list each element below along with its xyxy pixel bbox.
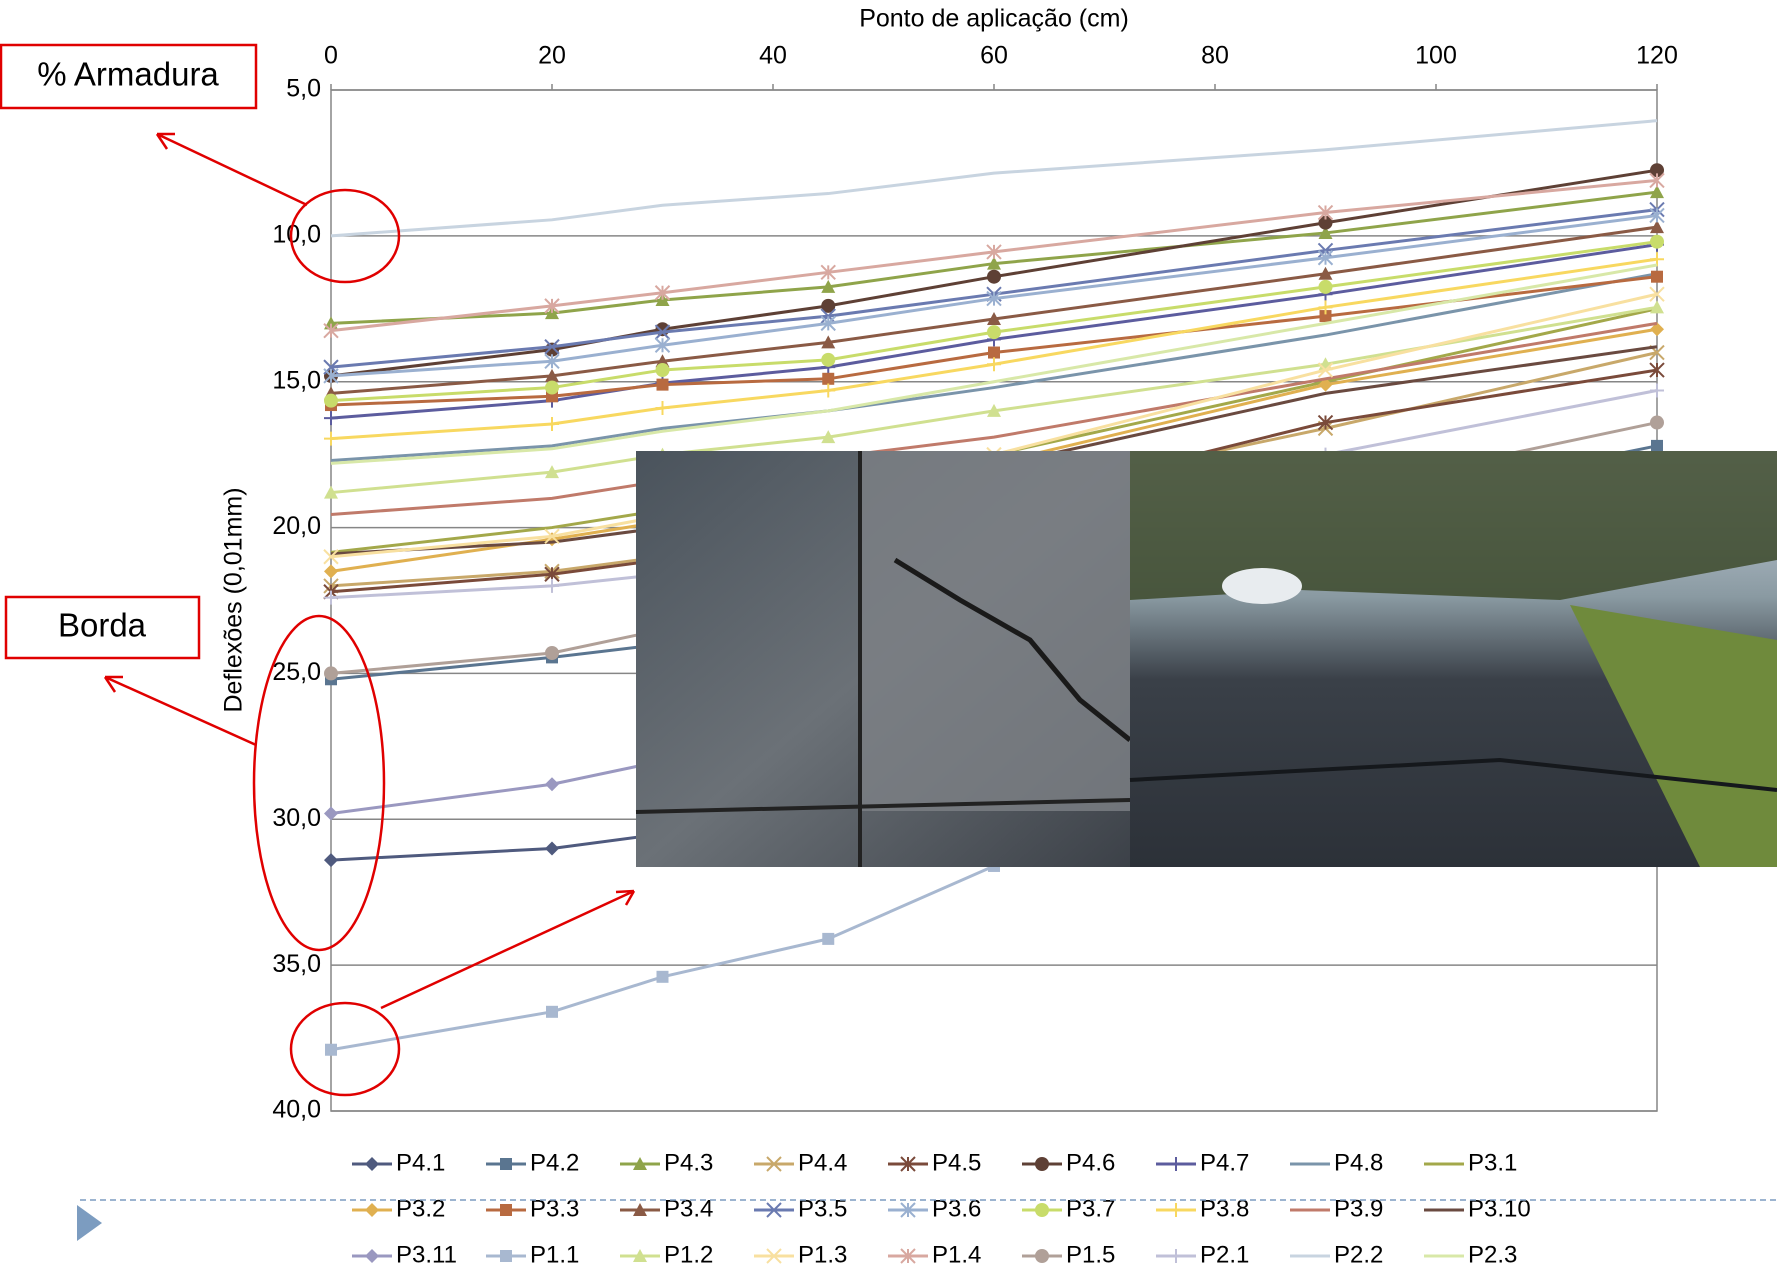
chart: 5,0 10,0 15,0 20,0 25,0 30,0 35,0 40,0 0 20 40 60 80… bbox=[0, 0, 1777, 1268]
marker bbox=[324, 432, 338, 446]
marker bbox=[657, 971, 669, 983]
marker bbox=[545, 646, 559, 660]
y-tick-label: 25,0 bbox=[272, 658, 321, 686]
highlight-ellipse bbox=[291, 1003, 399, 1095]
marker bbox=[324, 564, 338, 578]
marker bbox=[1650, 252, 1664, 266]
marker bbox=[365, 1249, 379, 1263]
y-tick-label: 20,0 bbox=[272, 512, 321, 540]
marker bbox=[500, 1158, 512, 1170]
marker bbox=[1169, 1249, 1183, 1263]
y-tick-label: 5,0 bbox=[286, 75, 321, 103]
marker bbox=[365, 1157, 379, 1171]
annotation-text: % Armadura bbox=[37, 56, 219, 93]
marker bbox=[822, 373, 834, 385]
arrow bbox=[157, 134, 307, 205]
y-tick-label: 40,0 bbox=[272, 1096, 321, 1124]
marker bbox=[821, 383, 835, 397]
marker bbox=[1650, 416, 1664, 430]
photo-pavers bbox=[636, 451, 1130, 867]
photo-street bbox=[1130, 451, 1777, 867]
legend-label: P3.1 bbox=[1468, 1149, 1517, 1176]
marker bbox=[325, 1044, 337, 1056]
marker bbox=[1169, 1157, 1183, 1171]
marker bbox=[324, 853, 338, 867]
x-tick-label: 80 bbox=[1201, 42, 1229, 70]
marker bbox=[1319, 280, 1333, 294]
marker bbox=[1651, 271, 1663, 283]
marker bbox=[545, 381, 559, 395]
series bbox=[331, 121, 1657, 236]
legend-label: P3.11 bbox=[396, 1241, 457, 1268]
x-tick-label: 60 bbox=[980, 42, 1008, 70]
marker bbox=[545, 777, 559, 791]
legend-label: P4.7 bbox=[1200, 1149, 1249, 1176]
marker bbox=[987, 270, 1001, 284]
legend-label: P4.6 bbox=[1066, 1149, 1115, 1176]
marker bbox=[1169, 1203, 1183, 1217]
legend-label: P4.1 bbox=[396, 1149, 445, 1176]
legend: P4.1P4.2P4.3P4.4P4.5P4.6P4.7P4.8P3.1P3.2… bbox=[352, 1149, 1531, 1268]
y-tick-label: 35,0 bbox=[272, 950, 321, 978]
marker bbox=[988, 347, 1000, 359]
y-tick-label: 10,0 bbox=[272, 220, 321, 248]
marker bbox=[1650, 383, 1664, 397]
y-axis-title: Deflexões (0,01mm) bbox=[220, 487, 248, 712]
marker bbox=[987, 325, 1001, 339]
marker bbox=[656, 401, 670, 415]
legend-label: P1.2 bbox=[664, 1241, 713, 1268]
x-tick-label: 20 bbox=[538, 42, 566, 70]
marker bbox=[324, 411, 338, 425]
marker bbox=[822, 933, 834, 945]
legend-label: P4.8 bbox=[1334, 1149, 1383, 1176]
annotation-text: Borda bbox=[58, 607, 147, 644]
marker bbox=[1035, 1157, 1049, 1171]
page: {"chart_data": {"type": "line", "xlabel"… bbox=[0, 0, 1777, 1268]
marker bbox=[1650, 235, 1664, 249]
marker bbox=[1035, 1249, 1049, 1263]
marker bbox=[545, 579, 559, 593]
marker bbox=[324, 666, 338, 680]
legend-label: P2.1 bbox=[1200, 1241, 1249, 1268]
marker bbox=[500, 1250, 512, 1262]
marker bbox=[657, 379, 669, 391]
marker bbox=[987, 357, 1001, 371]
annotations bbox=[1, 45, 634, 1095]
x-tick-label: 0 bbox=[324, 42, 338, 70]
y-tick-label: 15,0 bbox=[272, 366, 321, 394]
marker bbox=[500, 1204, 512, 1216]
x-tick-label: 100 bbox=[1415, 42, 1457, 70]
x-tick-label: 40 bbox=[759, 42, 787, 70]
y-tick-label: 30,0 bbox=[272, 804, 321, 832]
legend-label: P1.5 bbox=[1066, 1241, 1115, 1268]
legend-label: P1.3 bbox=[798, 1241, 847, 1268]
legend-label: P4.4 bbox=[798, 1149, 847, 1176]
marker bbox=[1035, 1203, 1049, 1217]
legend-label: P1.4 bbox=[932, 1241, 981, 1268]
marker bbox=[324, 806, 338, 820]
legend-label: P4.5 bbox=[932, 1149, 981, 1176]
marker bbox=[546, 1006, 558, 1018]
legend-label: P4.2 bbox=[530, 1149, 579, 1176]
x-tick-label: 120 bbox=[1636, 42, 1678, 70]
slide-bullet bbox=[77, 1205, 102, 1241]
legend-label: P4.3 bbox=[664, 1149, 713, 1176]
legend-label: P1.1 bbox=[530, 1241, 579, 1268]
legend-label: P2.2 bbox=[1334, 1241, 1383, 1268]
marker bbox=[1651, 440, 1663, 452]
marker bbox=[365, 1203, 379, 1217]
marker bbox=[545, 417, 559, 431]
marker bbox=[545, 841, 559, 855]
marker bbox=[324, 394, 338, 408]
marker bbox=[656, 363, 670, 377]
legend-label: P2.3 bbox=[1468, 1241, 1517, 1268]
x-axis-title: Ponto de aplicação (cm) bbox=[859, 5, 1129, 33]
marker bbox=[821, 353, 835, 367]
series-line bbox=[331, 121, 1657, 236]
arrow bbox=[381, 891, 634, 1008]
